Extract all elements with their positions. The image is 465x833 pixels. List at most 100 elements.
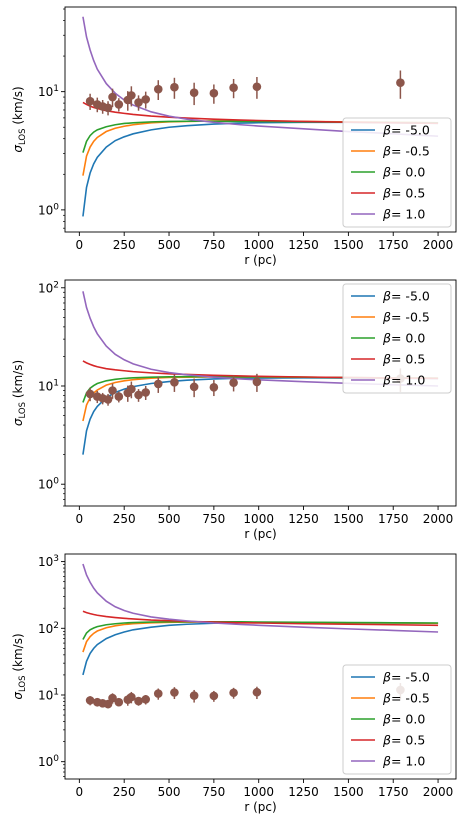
- data-point-3: [103, 103, 113, 113]
- x-tick-label-6: 1500: [333, 512, 364, 526]
- data-point-4: [108, 386, 117, 395]
- x-axis-label: r (pc): [244, 253, 276, 267]
- y-tick-label-3: 103: [38, 554, 59, 569]
- x-tick-label-6: 1500: [333, 238, 364, 252]
- series-line-4: [82, 291, 439, 387]
- chart-panel-middle: β= -5.0 β= -0.5 β= 0.0 β= 0.5 β= 1.0 0 250 500 7…: [11, 279, 457, 541]
- data-point-15: [252, 377, 262, 387]
- data-point-12: [189, 691, 199, 700]
- data-point-16: [396, 78, 405, 88]
- data-point-5: [114, 392, 124, 401]
- data-point-12: [189, 88, 199, 97]
- x-tick-label-0: 0: [76, 512, 84, 526]
- data-point-15: [252, 687, 262, 697]
- legend: β= -5.0 β= -0.5 β= 0.0 β= 0.5 β= 1.0: [342, 283, 452, 394]
- axes-frame: [64, 553, 457, 780]
- axes-frame: [64, 6, 457, 233]
- x-tick-label-1: 250: [113, 785, 136, 799]
- x-tick-label-3: 750: [202, 238, 225, 252]
- y-tick-label-0: 100: [38, 477, 59, 492]
- data-point-10: [153, 379, 163, 389]
- data-point-0: [85, 389, 95, 399]
- legend-label-2: β= 0.0: [382, 712, 425, 727]
- legend: β= -5.0 β= -0.5 β= 0.0 β= 0.5 β= 1.0: [342, 117, 452, 228]
- x-tick-label-1: 250: [113, 512, 136, 526]
- x-tick-label-2: 500: [158, 785, 181, 799]
- legend: β= -5.0 β= -0.5 β= 0.0 β= 0.5 β= 1.0: [342, 664, 452, 775]
- legend-label-0: β= -5.0: [382, 289, 430, 304]
- legend-label-2: β= 0.0: [382, 331, 425, 346]
- legend-label-4: β= 1.0: [382, 373, 425, 388]
- data-point-13: [209, 382, 219, 392]
- x-tick-label-8: 2000: [423, 785, 454, 799]
- series-line-3: [82, 360, 439, 380]
- legend-label-4: β= 1.0: [382, 207, 425, 222]
- data-point-12: [189, 382, 199, 392]
- data-point-4: [108, 92, 117, 102]
- x-tick-label-2: 500: [158, 238, 181, 252]
- plot-area: [82, 291, 439, 455]
- series-line-3: [82, 610, 439, 627]
- y-axis-label: σLOS (km/s): [11, 360, 28, 426]
- data-point-10: [153, 689, 163, 698]
- data-point-9: [141, 388, 151, 397]
- legend-label-1: β= -0.5: [382, 691, 430, 706]
- series-line-3: [82, 101, 439, 125]
- x-tick-label-5: 1250: [288, 785, 319, 799]
- plot-area: [82, 563, 439, 709]
- y-tick-label-1: 101: [38, 378, 59, 393]
- x-tick-label-5: 1250: [288, 238, 319, 252]
- axes-frame: [64, 279, 457, 507]
- data-point-7: [127, 692, 136, 702]
- data-point-10: [153, 84, 163, 94]
- y-tick-label-1: 101: [38, 84, 59, 99]
- x-tick-label-1: 250: [113, 238, 136, 252]
- data-point-5: [114, 100, 124, 109]
- x-tick-label-0: 0: [76, 238, 84, 252]
- x-tick-label-4: 1000: [243, 238, 274, 252]
- legend-label-3: β= 0.5: [382, 352, 425, 367]
- series-line-4: [82, 16, 439, 137]
- x-tick-label-8: 2000: [423, 238, 454, 252]
- data-point-9: [141, 695, 151, 704]
- data-point-15: [252, 82, 262, 92]
- legend-label-0: β= -5.0: [382, 123, 430, 138]
- data-point-8: [134, 390, 143, 400]
- y-tick-label-1: 101: [38, 687, 59, 702]
- data-point-11: [170, 378, 179, 387]
- legend-label-0: β= -5.0: [382, 670, 430, 685]
- data-point-7: [127, 91, 136, 100]
- legend-box: [342, 664, 452, 775]
- data-point-13: [209, 691, 219, 701]
- data-point-9: [141, 95, 151, 104]
- x-tick-label-3: 750: [202, 785, 225, 799]
- x-tick-label-4: 1000: [243, 785, 274, 799]
- series-line-4: [82, 563, 439, 633]
- x-tick-label-7: 1750: [378, 512, 409, 526]
- data-point-3: [103, 699, 113, 709]
- y-tick-label-2: 102: [38, 280, 59, 295]
- data-point-4: [108, 693, 117, 703]
- x-tick-label-8: 2000: [423, 512, 454, 526]
- plot-area: [82, 16, 439, 217]
- x-tick-label-4: 1000: [243, 512, 274, 526]
- x-tick-label-6: 1500: [333, 785, 364, 799]
- x-tick-label-0: 0: [76, 785, 84, 799]
- legend-label-1: β= -0.5: [382, 310, 430, 325]
- y-tick-label-0: 100: [38, 754, 59, 769]
- legend-label-2: β= 0.0: [382, 165, 425, 180]
- data-point-7: [127, 384, 136, 394]
- data-point-8: [134, 98, 143, 107]
- chart-panel-bottom: β= -5.0 β= -0.5 β= 0.0 β= 0.5 β= 1.0 0 250 500 7…: [11, 553, 457, 814]
- data-point-11: [170, 82, 179, 92]
- series-line-2: [82, 621, 439, 640]
- chart-panel-top: β= -5.0 β= -0.5 β= 0.0 β= 0.5 β= 1.0 0 250 500 7…: [11, 6, 457, 267]
- y-axis-label: σLOS (km/s): [11, 86, 28, 152]
- x-tick-label-7: 1750: [378, 238, 409, 252]
- legend-label-1: β= -0.5: [382, 144, 430, 159]
- y-axis-label: σLOS (km/s): [11, 633, 28, 699]
- data-point-11: [170, 688, 179, 697]
- legend-label-3: β= 0.5: [382, 733, 425, 748]
- legend-label-4: β= 1.0: [382, 754, 425, 769]
- data-point-8: [134, 696, 143, 706]
